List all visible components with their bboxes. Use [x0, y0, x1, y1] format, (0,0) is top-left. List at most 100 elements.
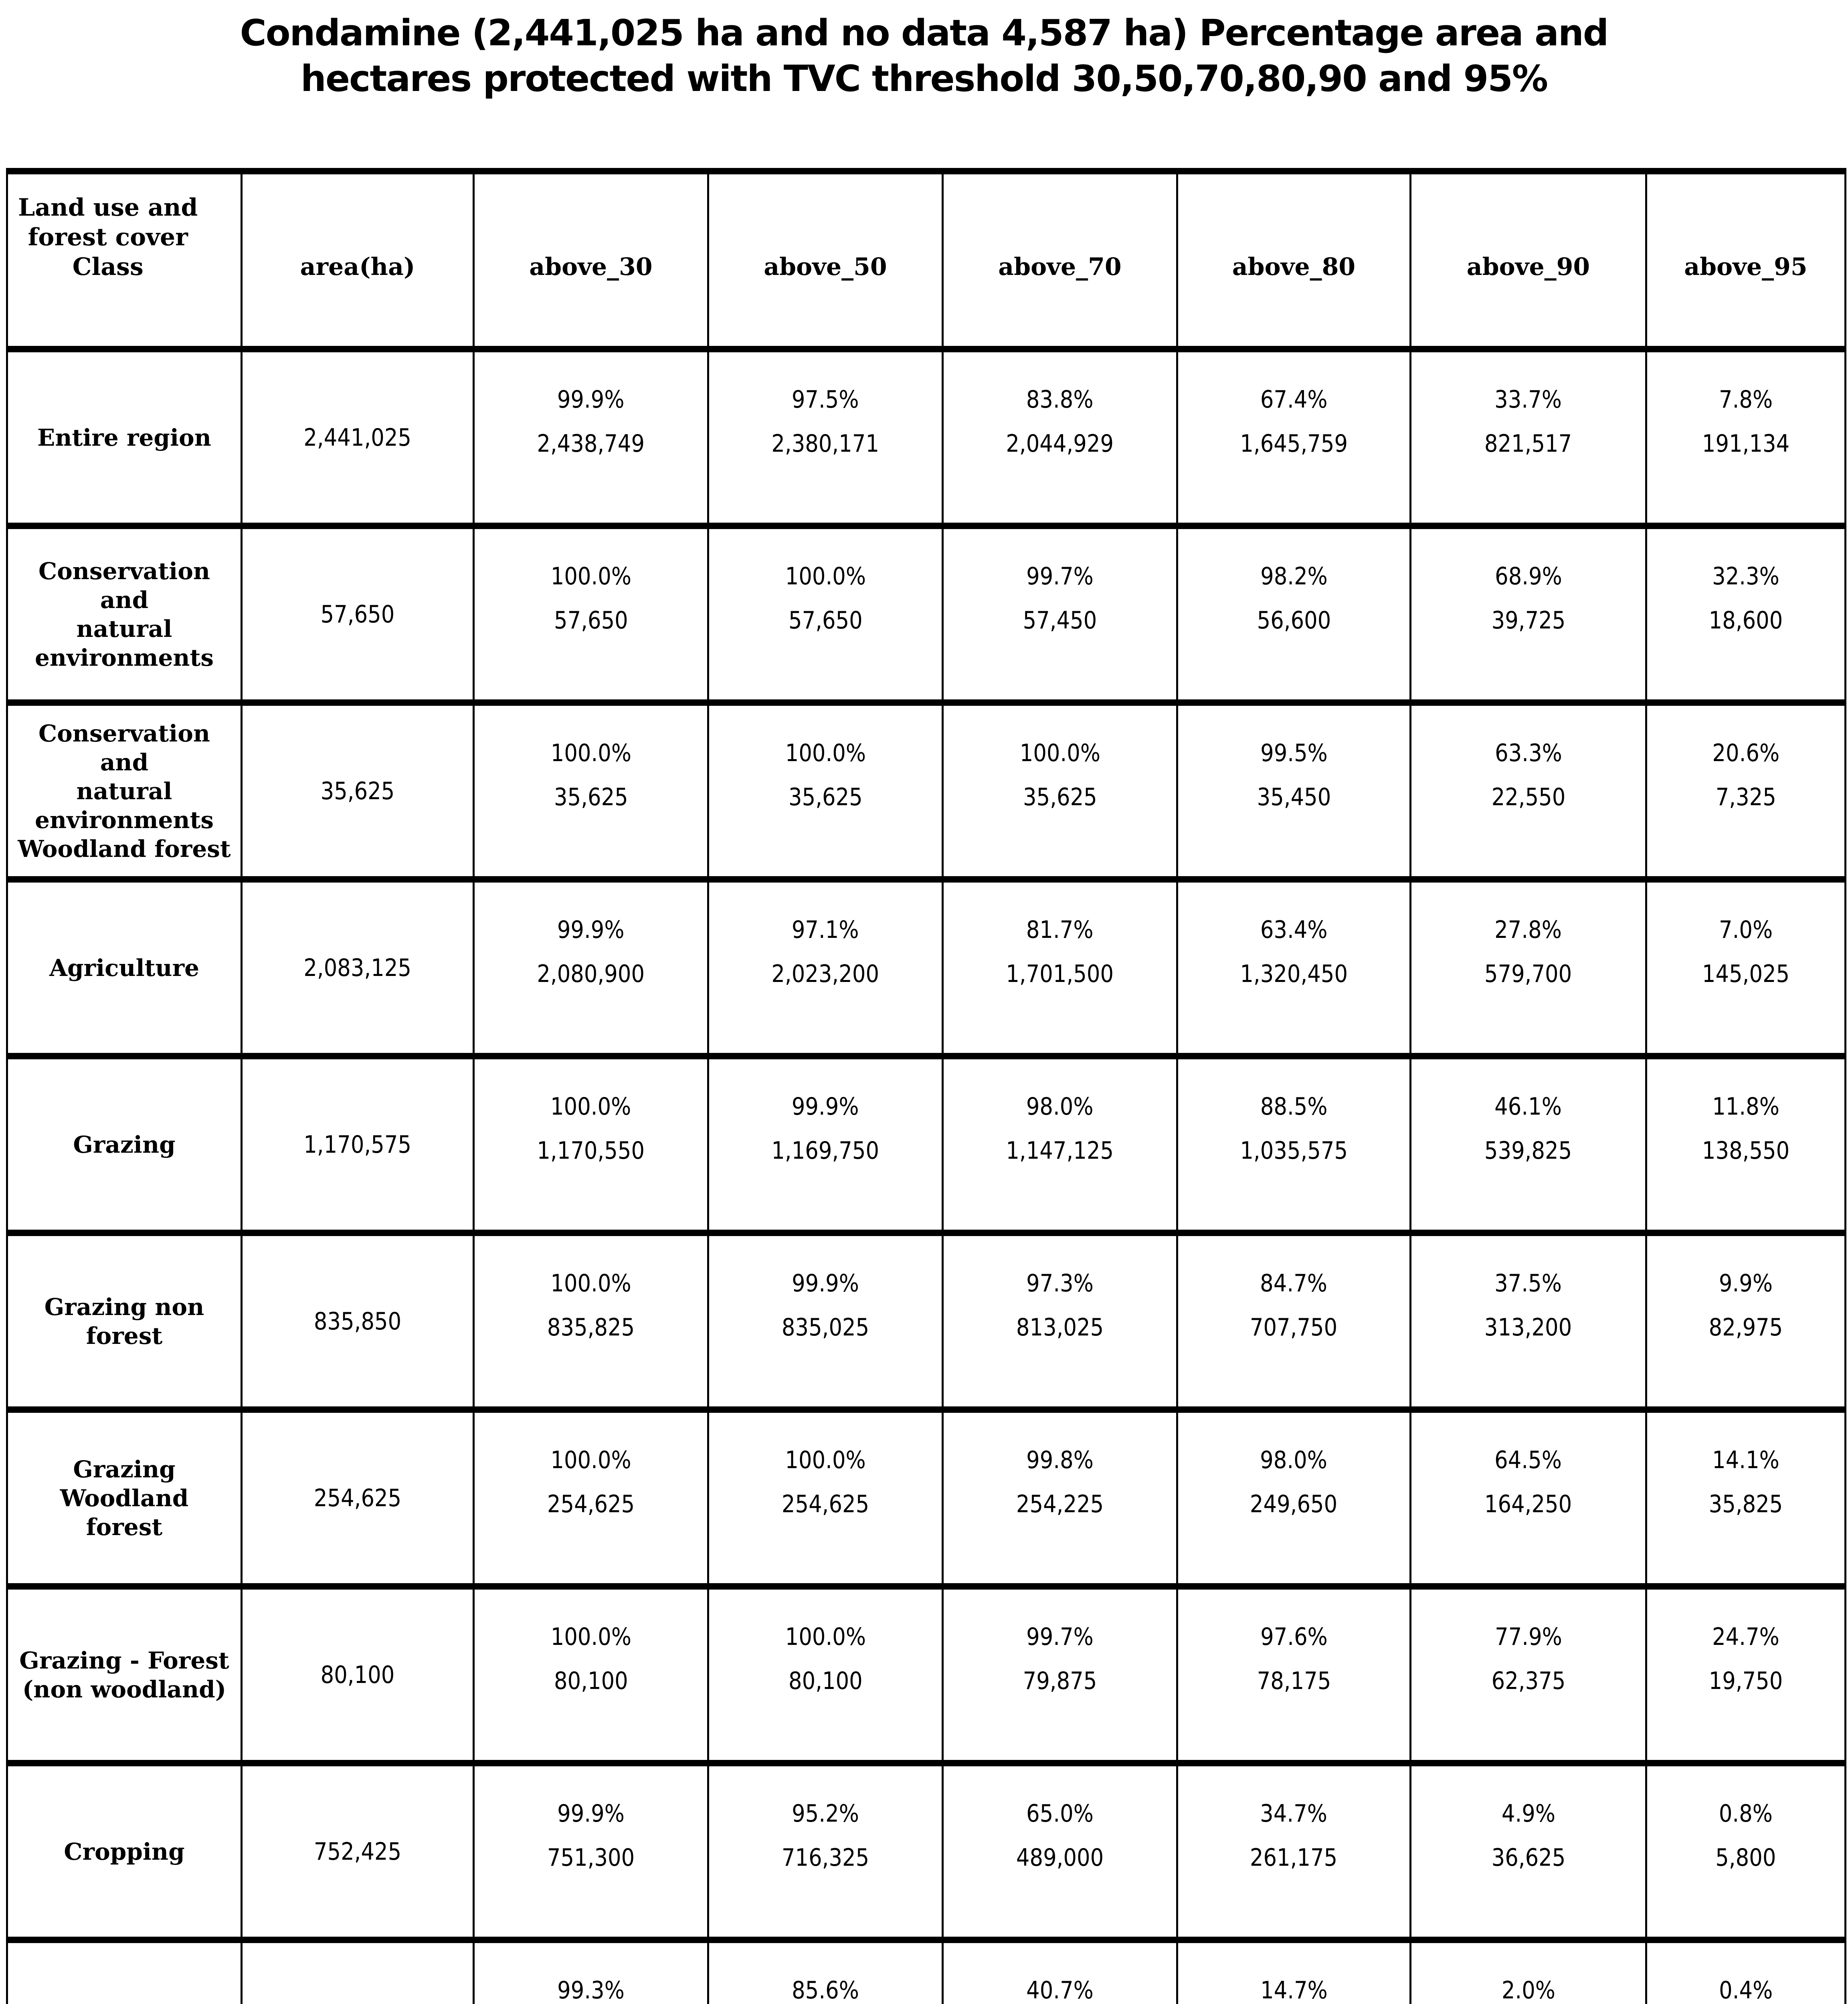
ha-value: 821,517 [1484, 429, 1572, 458]
pct-value: 98.0% [1026, 1092, 1094, 1121]
data-cell: 11.8% 138,550 [1647, 1059, 1844, 1236]
ha-value: 835,825 [547, 1313, 635, 1341]
ha-value: 7,325 [1715, 783, 1776, 811]
ha-value: 1,035,575 [1240, 1136, 1348, 1165]
row-label: Conservation and natural environments [8, 529, 243, 706]
pct-value: 100.0% [550, 562, 631, 590]
ha-value: 82,975 [1708, 1313, 1783, 1341]
title-line-2: hectares protected with TVC threshold 30… [300, 58, 1548, 100]
ha-value: 2,080,900 [537, 960, 645, 988]
pct-value: 14.1% [1712, 1446, 1779, 1474]
data-cell: 7.8% 191,134 [1647, 352, 1844, 529]
data-cell: 46.1% 539,825 [1411, 1059, 1647, 1236]
ha-value: 813,025 [1016, 1313, 1104, 1341]
title-line-1: Condamine (2,441,025 ha and no data 4,58… [240, 12, 1609, 54]
pct-value: 20.6% [1712, 739, 1779, 767]
pct-value: 99.9% [557, 385, 625, 414]
data-cell: 4.9% 36,625 [1411, 1766, 1647, 1943]
data-cell: 14.7%23,475 [1178, 1943, 1411, 2004]
ha-value: 707,750 [1250, 1313, 1338, 1341]
ha-value: 835,025 [781, 1313, 869, 1341]
pct-value: 7.8% [1719, 385, 1773, 414]
ha-value: 138,550 [1702, 1136, 1790, 1165]
data-cell: 100.0% 35,625 [709, 706, 944, 883]
pct-value: 99.7% [1026, 562, 1094, 590]
data-cell: 99.9% 751,300 [475, 1766, 709, 1943]
ha-value: 80,100 [554, 1667, 628, 1695]
pct-value: 65.0% [1026, 1799, 1094, 1828]
data-cell: 7.0% 145,025 [1647, 883, 1844, 1059]
data-cell: 64.5% 164,250 [1411, 1413, 1647, 1590]
data-cell: 32.3% 18,600 [1647, 529, 1844, 706]
area-cell: 752,425 [243, 1766, 475, 1943]
pct-value: 99.9% [557, 915, 625, 944]
pct-value: 46.1% [1494, 1092, 1562, 1121]
data-cell: 81.7% 1,701,500 [944, 883, 1178, 1059]
pct-value: 4.9% [1501, 1799, 1555, 1828]
row-label: Conservation and natural environments Wo… [8, 706, 243, 883]
data-cell: 100.0% 254,625 [475, 1413, 709, 1590]
pct-value: 100.0% [1019, 739, 1100, 767]
data-cell: 97.1% 2,023,200 [709, 883, 944, 1059]
data-cell: 100.0% 80,100 [475, 1590, 709, 1766]
pct-value: 2.0% [1501, 1976, 1555, 2004]
pct-value: 9.9% [1719, 1269, 1773, 1297]
ha-value: 35,825 [1708, 1490, 1783, 1518]
data-cell: 99.9% 2,438,749 [475, 352, 709, 529]
ha-value: 489,000 [1016, 1843, 1104, 1872]
pct-value: 100.0% [550, 739, 631, 767]
ha-value: 56,600 [1257, 606, 1331, 634]
pct-value: 40.7% [1026, 1976, 1094, 2004]
row-label: Entire region [8, 352, 243, 529]
pct-value: 33.7% [1494, 385, 1562, 414]
data-cell: 100.0% 35,625 [944, 706, 1178, 883]
pct-value: 14.7% [1260, 1976, 1328, 2004]
data-cell: 63.3% 22,550 [1411, 706, 1647, 883]
column-header: above_95 [1647, 174, 1844, 352]
data-cell: 99.3%158,775 [475, 1943, 709, 2004]
pct-value: 100.0% [785, 739, 866, 767]
pct-value: 97.6% [1260, 1622, 1328, 1651]
data-cell: 100.0% 35,625 [475, 706, 709, 883]
pct-value: 0.8% [1719, 1799, 1773, 1828]
area-cell: 1,170,575 [243, 1059, 475, 1236]
data-cell: 99.7% 57,450 [944, 529, 1178, 706]
pct-value: 83.8% [1026, 385, 1094, 414]
ha-value: 57,650 [554, 606, 628, 634]
ha-value: 1,147,125 [1006, 1136, 1114, 1165]
data-cell: 97.5% 2,380,171 [709, 352, 944, 529]
ha-value: 22,550 [1491, 783, 1565, 811]
data-cell: 2.0%3,175 [1411, 1943, 1647, 2004]
data-cell: 68.9% 39,725 [1411, 529, 1647, 706]
ha-value: 5,800 [1715, 1843, 1776, 1872]
data-cell: 88.5% 1,035,575 [1178, 1059, 1411, 1236]
ha-value: 2,380,171 [771, 429, 880, 458]
pct-value: 100.0% [550, 1446, 631, 1474]
data-cell: 99.7% 79,875 [944, 1590, 1178, 1766]
area-value: 254,625 [313, 1484, 402, 1512]
ha-value: 1,701,500 [1006, 960, 1114, 988]
data-cell: 77.9% 62,375 [1411, 1590, 1647, 1766]
data-cell: 99.9% 1,169,750 [709, 1059, 944, 1236]
data-cell: 95.2% 716,325 [709, 1766, 944, 1943]
ha-value: 57,650 [788, 606, 863, 634]
ha-value: 539,825 [1484, 1136, 1572, 1165]
ha-value: 254,225 [1016, 1490, 1104, 1518]
pct-value: 37.5% [1494, 1269, 1562, 1297]
ha-value: 1,169,750 [771, 1136, 880, 1165]
data-cell: 20.6% 7,325 [1647, 706, 1844, 883]
ha-value: 313,200 [1484, 1313, 1572, 1341]
pct-value: 100.0% [785, 1622, 866, 1651]
row-label: Irrigation [8, 1943, 243, 2004]
data-cell: 98.0% 249,650 [1178, 1413, 1411, 1590]
data-cell: 33.7% 821,517 [1411, 352, 1647, 529]
area-value: 2,441,025 [303, 423, 412, 452]
pct-value: 98.0% [1260, 1446, 1328, 1474]
ha-value: 19,750 [1708, 1667, 1783, 1695]
pct-value: 7.0% [1719, 915, 1773, 944]
column-header: above_30 [475, 174, 709, 352]
pct-value: 99.3% [557, 1976, 625, 2004]
ha-value: 164,250 [1484, 1490, 1572, 1518]
ha-value: 751,300 [547, 1843, 635, 1872]
data-cell: 65.0% 489,000 [944, 1766, 1178, 1943]
